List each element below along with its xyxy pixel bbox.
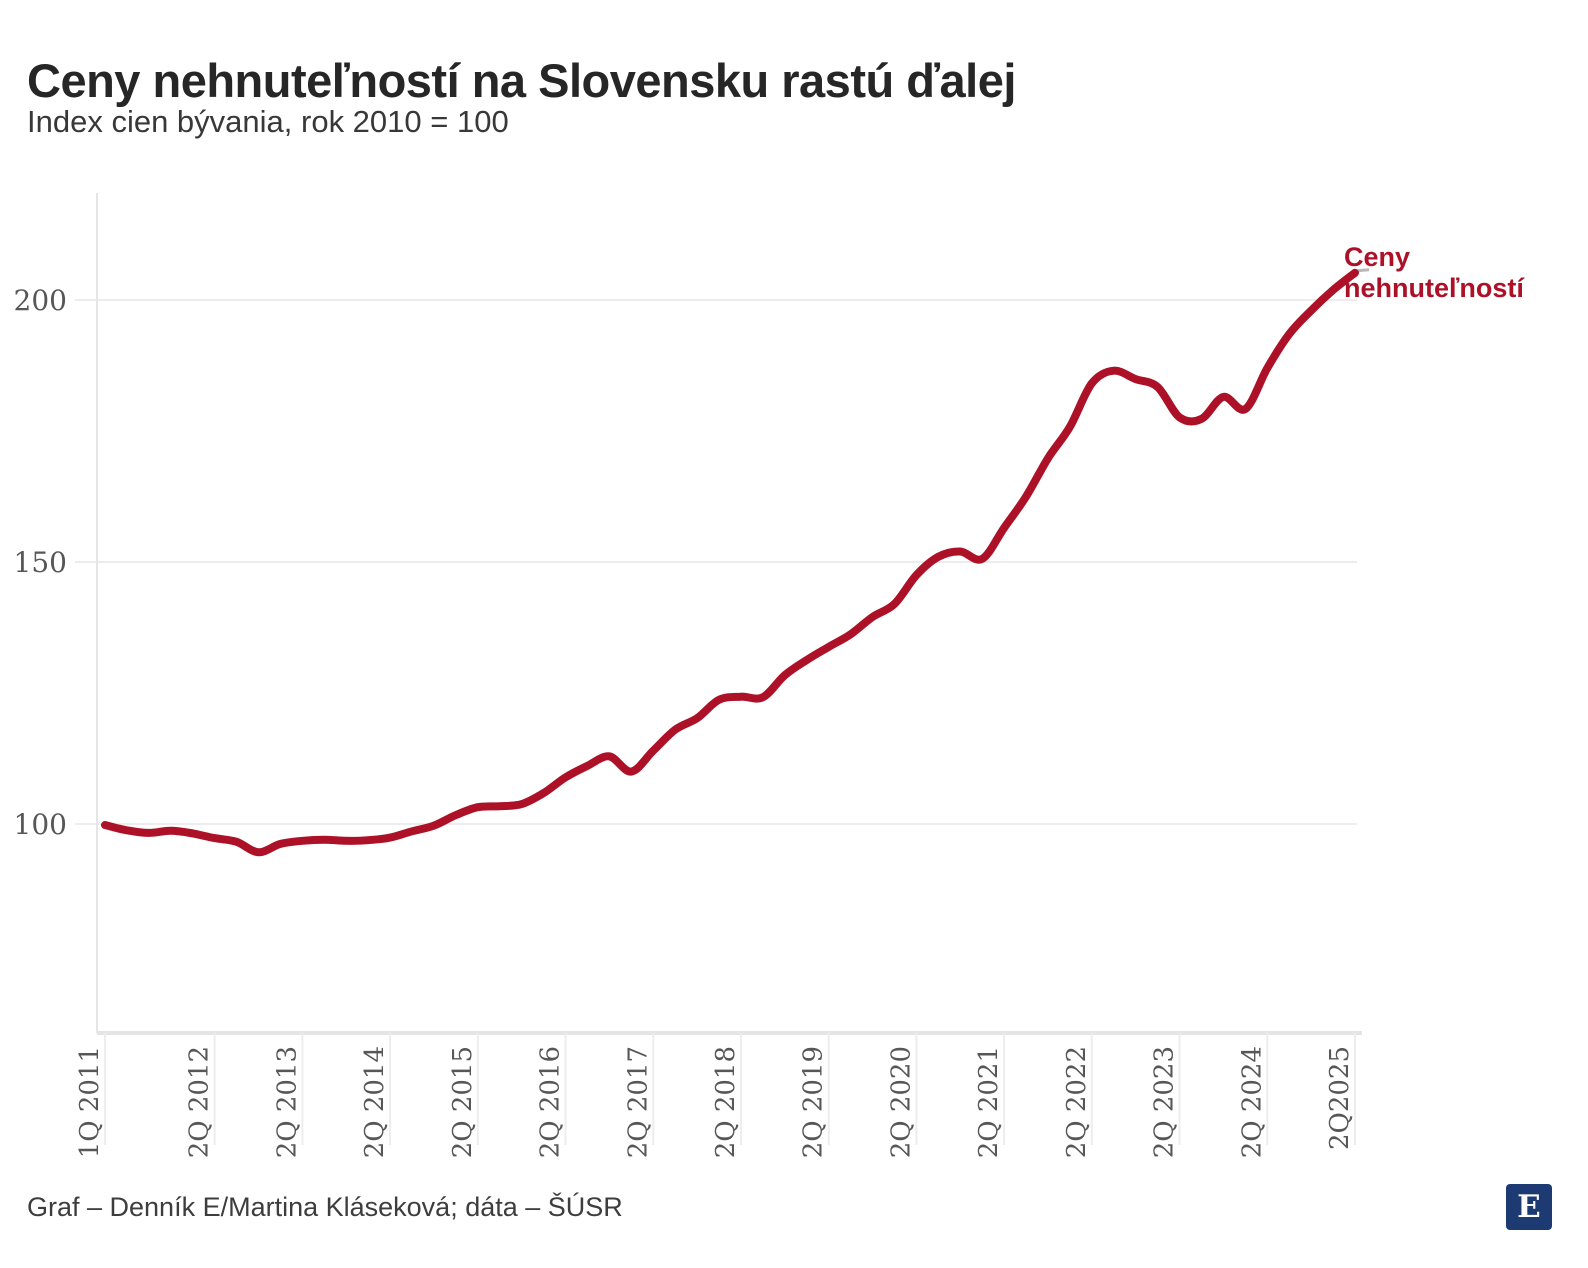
page-title: Ceny nehnuteľností na Slovensku rastú ďa… bbox=[27, 54, 1016, 108]
x-axis-ticks bbox=[104, 1033, 1357, 1145]
x-tick-label: 2Q 2022 bbox=[1062, 1046, 1092, 1158]
credit-text: Graf – Denník E/Martina Kláseková; dáta … bbox=[27, 1192, 623, 1222]
x-tick-label: 2Q 2017 bbox=[623, 1046, 653, 1158]
chart-footer: Graf – Denník E/Martina Kláseková; dáta … bbox=[0, 1180, 1588, 1240]
price-line bbox=[101, 268, 1359, 857]
x-tick-label: 2Q2025 bbox=[1325, 1046, 1355, 1150]
annotation-connector bbox=[1356, 268, 1370, 273]
x-tick-label: 2Q 2014 bbox=[360, 1046, 390, 1158]
y-tick-label: 150 bbox=[14, 546, 67, 579]
y-tick-label: 200 bbox=[14, 284, 67, 317]
x-tick-label: 1Q 2011 bbox=[75, 1046, 105, 1158]
x-tick-label: 2Q 2016 bbox=[536, 1046, 566, 1158]
x-tick-label: 2Q 2023 bbox=[1150, 1046, 1180, 1158]
x-tick-label: 2Q 2020 bbox=[886, 1046, 916, 1158]
dennik-e-logo: E bbox=[1506, 1184, 1552, 1230]
y-tick-label: 100 bbox=[14, 808, 67, 841]
x-tick-label: 2Q 2012 bbox=[185, 1046, 215, 1158]
x-tick-label: 2Q 2015 bbox=[448, 1046, 478, 1158]
x-tick-label: 2Q 2019 bbox=[799, 1046, 829, 1158]
x-tick-label: 2Q 2021 bbox=[974, 1046, 1004, 1158]
x-tick-label: 2Q 2018 bbox=[711, 1046, 741, 1158]
series-end-label: Ceny nehnuteľností bbox=[1344, 242, 1524, 304]
page-subtitle: Index cien bývania, rok 2010 = 100 bbox=[27, 104, 509, 139]
x-axis-labels: 1Q 2011 2Q 2012 2Q 2013 2Q 2014 2Q 2015 2Q 20… bbox=[75, 1046, 1355, 1158]
x-tick-label: 2Q 2024 bbox=[1237, 1046, 1267, 1158]
series-end-label-line2: nehnuteľností bbox=[1344, 273, 1524, 303]
x-tick-label: 2Q 2013 bbox=[272, 1046, 302, 1158]
chart-canvas: 100 150 200 1Q 2011 2Q 2012 2Q 2013 2Q 2014 2Q … bbox=[14, 193, 1370, 1158]
series-end-label-line1: Ceny bbox=[1344, 242, 1411, 272]
gridlines bbox=[75, 299, 1357, 825]
y-axis-labels: 100 150 200 bbox=[14, 284, 67, 841]
